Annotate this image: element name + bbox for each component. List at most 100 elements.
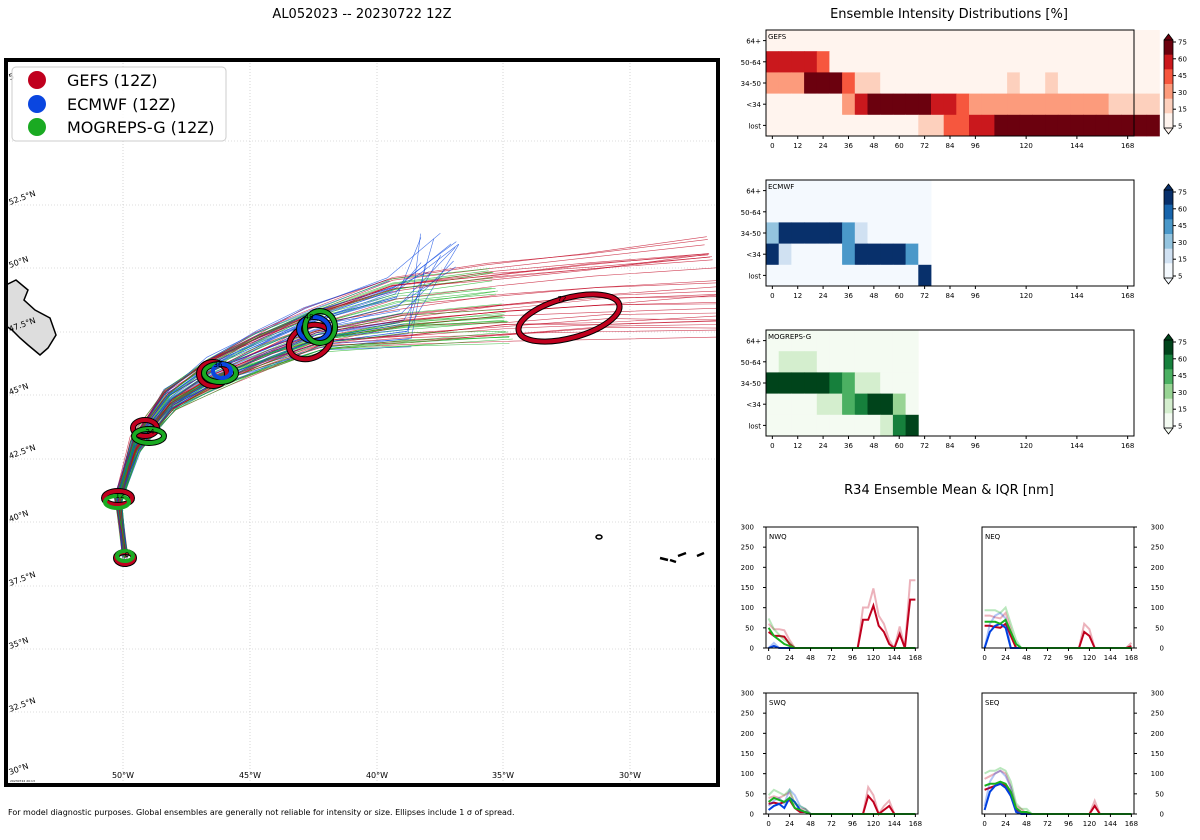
heatmap-cell bbox=[791, 243, 805, 266]
y-tick-label: lost bbox=[748, 422, 761, 430]
island bbox=[595, 534, 603, 540]
colorbar-segment bbox=[1164, 263, 1173, 279]
y-tick-label: 150 bbox=[741, 750, 754, 758]
heatmap-cell bbox=[778, 180, 792, 202]
heatmap-cell bbox=[854, 351, 868, 373]
heatmap-cell bbox=[842, 114, 856, 137]
map-stamp: 20230722 20:13 bbox=[10, 779, 35, 783]
heatmap-cell bbox=[969, 93, 983, 116]
heatmap-cell bbox=[778, 201, 792, 223]
heatmap-cell bbox=[892, 264, 906, 287]
x-tick-label: 144 bbox=[1104, 654, 1118, 662]
heatmap-cell bbox=[905, 180, 919, 202]
heatmap-cell bbox=[969, 51, 983, 73]
x-tick-label: 12 bbox=[793, 142, 802, 150]
svg-text:50°W: 50°W bbox=[112, 771, 134, 780]
heatmap-cell bbox=[829, 351, 843, 373]
colorbar-segment bbox=[1164, 340, 1173, 355]
heatmap-cell bbox=[1083, 30, 1097, 52]
heatmap-cell bbox=[1007, 114, 1021, 137]
heatmap-cell bbox=[1007, 72, 1021, 94]
heatmap-cell bbox=[1019, 51, 1033, 73]
heatmap-cell bbox=[1070, 93, 1084, 116]
heatmap-cell bbox=[816, 372, 830, 394]
heatmap-cell bbox=[905, 93, 919, 116]
heatmap-cell bbox=[1095, 114, 1109, 137]
heatmap-cell bbox=[1146, 72, 1160, 94]
heatmap-cell bbox=[918, 30, 932, 52]
heatmap-cell bbox=[1095, 72, 1109, 94]
heatmap-cell bbox=[766, 351, 780, 373]
heatmap-cell bbox=[842, 201, 856, 223]
heatmap-cell bbox=[791, 114, 805, 137]
heatmap-cell bbox=[905, 351, 919, 373]
heatmap-cell bbox=[956, 72, 970, 94]
heatmap-cell bbox=[766, 30, 780, 52]
heatmap-cell bbox=[905, 72, 919, 94]
heatmap-cell bbox=[816, 330, 830, 352]
x-tick-label: 36 bbox=[844, 292, 853, 300]
heatmap-cell bbox=[842, 93, 856, 116]
heatmap-cell bbox=[994, 72, 1008, 94]
heatmap-cell bbox=[804, 330, 818, 352]
y-tick-label: 0 bbox=[1160, 811, 1164, 819]
heatmap-cell bbox=[804, 180, 818, 202]
colorbar-extend-top bbox=[1163, 33, 1174, 41]
heatmap-cell bbox=[829, 93, 843, 116]
heatmap-cell bbox=[778, 114, 792, 137]
heatmap-cell bbox=[1121, 114, 1135, 137]
svg-text:GEFS (12Z): GEFS (12Z) bbox=[67, 71, 157, 90]
y-tick-label: 64+ bbox=[746, 338, 761, 346]
colorbar-extend-bottom bbox=[1163, 427, 1174, 435]
heatmap-cell bbox=[816, 201, 830, 223]
heatmap-cell bbox=[829, 393, 843, 416]
heatmap-cell bbox=[766, 180, 780, 202]
y-tick-label: 50 bbox=[1155, 624, 1164, 632]
heatmap-cell bbox=[1146, 51, 1160, 73]
colorbar-tick-label: 45 bbox=[1178, 222, 1187, 230]
heatmap-cell bbox=[778, 72, 792, 94]
ensemble-track bbox=[115, 320, 507, 554]
heatmap-cell bbox=[1134, 114, 1148, 137]
heatmap-cell bbox=[1108, 114, 1122, 137]
heatmap-cell bbox=[892, 243, 906, 266]
colorbar-tick-label: 75 bbox=[1178, 189, 1187, 197]
r34-panel-title: R34 Ensemble Mean & IQR [nm] bbox=[844, 483, 1054, 498]
heatmap-cell bbox=[931, 93, 945, 116]
colorbar-tick-label: 5 bbox=[1178, 123, 1182, 131]
colorbar-tick-label: 5 bbox=[1178, 273, 1182, 281]
heatmap-cell bbox=[1083, 114, 1097, 137]
y-tick-label: <34 bbox=[746, 251, 761, 259]
x-tick-label: 84 bbox=[946, 142, 955, 150]
x-tick-label: 72 bbox=[920, 292, 929, 300]
x-tick-label: 72 bbox=[1043, 654, 1052, 662]
y-tick-label: 250 bbox=[741, 710, 754, 718]
heatmap-cell bbox=[829, 330, 843, 352]
heatmap-cell bbox=[1108, 30, 1122, 52]
heatmap-cell bbox=[867, 264, 881, 287]
svg-text:48: 48 bbox=[305, 313, 314, 321]
figure-title: AL052023 -- 20230722 12Z bbox=[272, 7, 451, 22]
heatmap-cell bbox=[854, 93, 868, 116]
track-map: 0 12 24 36 48 72 50°W 45°W 40°W 35°W 30°… bbox=[4, 58, 720, 787]
heatmap-cell bbox=[931, 114, 945, 137]
ensemble-track bbox=[121, 338, 513, 558]
heatmap-cell bbox=[880, 30, 894, 52]
colorbar-tick-label: 15 bbox=[1178, 106, 1187, 114]
x-tick-label: 0 bbox=[770, 142, 774, 150]
x-tick-label: 120 bbox=[1083, 820, 1096, 828]
heatmap-cell bbox=[1134, 72, 1148, 94]
heatmap-cell bbox=[867, 351, 881, 373]
x-tick-label: 144 bbox=[1070, 142, 1084, 150]
newfoundland-landmass bbox=[6, 279, 57, 356]
heatmap-cell bbox=[778, 51, 792, 73]
colorbar-segment bbox=[1164, 234, 1173, 249]
x-tick-label: 96 bbox=[1064, 820, 1073, 828]
legend-swatch-gefs bbox=[28, 71, 46, 89]
heatmap-cell bbox=[918, 243, 932, 266]
colorbar-segment bbox=[1164, 369, 1173, 385]
heatmap-cell bbox=[880, 180, 894, 202]
y-tick-label: 64+ bbox=[746, 188, 761, 196]
x-tick-label: 96 bbox=[848, 820, 857, 828]
heatmap-cell bbox=[804, 243, 818, 266]
